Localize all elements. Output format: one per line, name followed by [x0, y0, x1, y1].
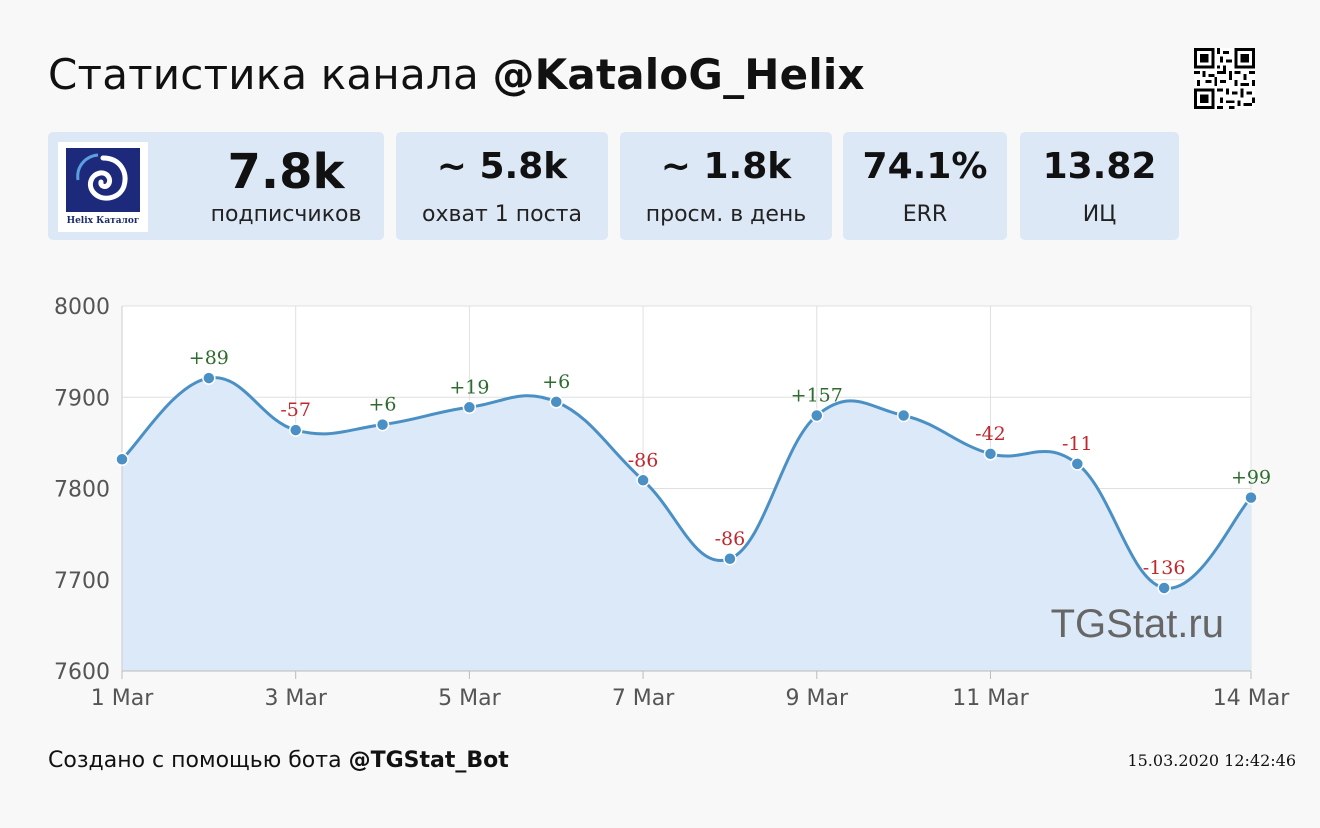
err-value: 74.1%	[862, 146, 988, 187]
subscribers-value: 7.8k	[227, 144, 345, 200]
delta-label: -57	[280, 399, 311, 421]
reach-label: охват 1 поста	[422, 202, 582, 227]
daily-views-label: просм. в день	[645, 202, 807, 227]
y-tick-label: 7700	[54, 569, 110, 594]
ci-card: 13.82 ИЦ	[1020, 132, 1179, 240]
delta-label: +99	[1231, 467, 1271, 489]
subscribers-label: подписчиков	[210, 202, 362, 227]
subscribers-chart: 7600 7700 7800 7900 8000 1 Mar 3 Mar 5 Mar 7 Mar…	[54, 295, 1290, 711]
channel-avatar[interactable]: Helix Каталог	[58, 142, 148, 232]
data-point	[1157, 581, 1171, 595]
data-point	[1244, 490, 1258, 505]
watermark: TGStat.ru	[1051, 602, 1224, 646]
delta-label: -11	[1062, 433, 1093, 455]
generated-timestamp: 15.03.2020 12:42:46	[1127, 751, 1296, 770]
data-point	[810, 408, 824, 423]
ci-label: ИЦ	[1082, 202, 1117, 227]
qr-code-icon[interactable]	[1194, 48, 1255, 109]
reach-value: ~ 5.8k	[436, 146, 568, 187]
delta-label: +6	[542, 371, 570, 393]
data-point	[983, 447, 998, 461]
data-point	[202, 371, 216, 385]
err-card: 74.1% ERR	[843, 132, 1007, 240]
data-point	[549, 395, 563, 409]
data-point	[636, 473, 650, 488]
x-tick-label: 7 Mar	[612, 686, 675, 711]
x-tick-label: 1 Mar	[91, 686, 154, 711]
data-point	[723, 552, 737, 566]
x-tick-label: 3 Mar	[264, 686, 327, 711]
y-tick-label: 7900	[54, 386, 110, 411]
area-fill	[122, 377, 1251, 671]
channel-name[interactable]: @KataloG_Helix	[492, 50, 865, 99]
x-tick-label: 14 Mar	[1213, 686, 1290, 711]
err-label: ERR	[902, 202, 948, 227]
x-tick-label: 5 Mar	[438, 686, 501, 711]
delta-label: -136	[1143, 557, 1186, 579]
delta-label: -86	[715, 528, 746, 550]
delta-label: +19	[449, 376, 489, 398]
y-tick-label: 8000	[54, 295, 110, 320]
title-prefix: Статистика канала	[48, 50, 479, 99]
daily-views-card: ~ 1.8k просм. в день	[620, 132, 832, 240]
avatar-brand-text: Helix Каталог	[66, 216, 140, 226]
bot-link[interactable]: @TGStat_Bot	[348, 748, 509, 773]
daily-views-value: ~ 1.8k	[660, 146, 792, 187]
data-point	[288, 423, 303, 437]
delta-label: +89	[189, 347, 229, 369]
ci-value: 13.82	[1042, 146, 1157, 187]
reach-card: ~ 5.8k охват 1 поста	[396, 132, 608, 240]
data-point	[375, 417, 390, 432]
footer-credit: Создано с помощью бота @TGStat_Bot	[48, 748, 509, 773]
data-point	[462, 400, 477, 415]
footer-prefix: Создано с помощью бота	[48, 748, 342, 773]
delta-label: -86	[628, 449, 659, 471]
y-tick-label: 7600	[54, 660, 110, 685]
y-tick-label: 7800	[54, 478, 110, 503]
delta-label: -42	[975, 423, 1006, 445]
data-point	[896, 408, 911, 423]
delta-label: +6	[369, 394, 397, 416]
delta-label: +157	[791, 385, 843, 407]
data-point	[115, 452, 129, 467]
helix-logo-icon	[66, 148, 140, 212]
data-point	[1070, 457, 1085, 471]
x-tick-label: 11 Mar	[952, 686, 1029, 711]
subscribers-card: Helix Каталог 7.8k подписчиков	[48, 132, 384, 240]
page-title: Статистика канала @KataloG_Helix	[48, 50, 865, 99]
x-tick-label: 9 Mar	[786, 686, 849, 711]
